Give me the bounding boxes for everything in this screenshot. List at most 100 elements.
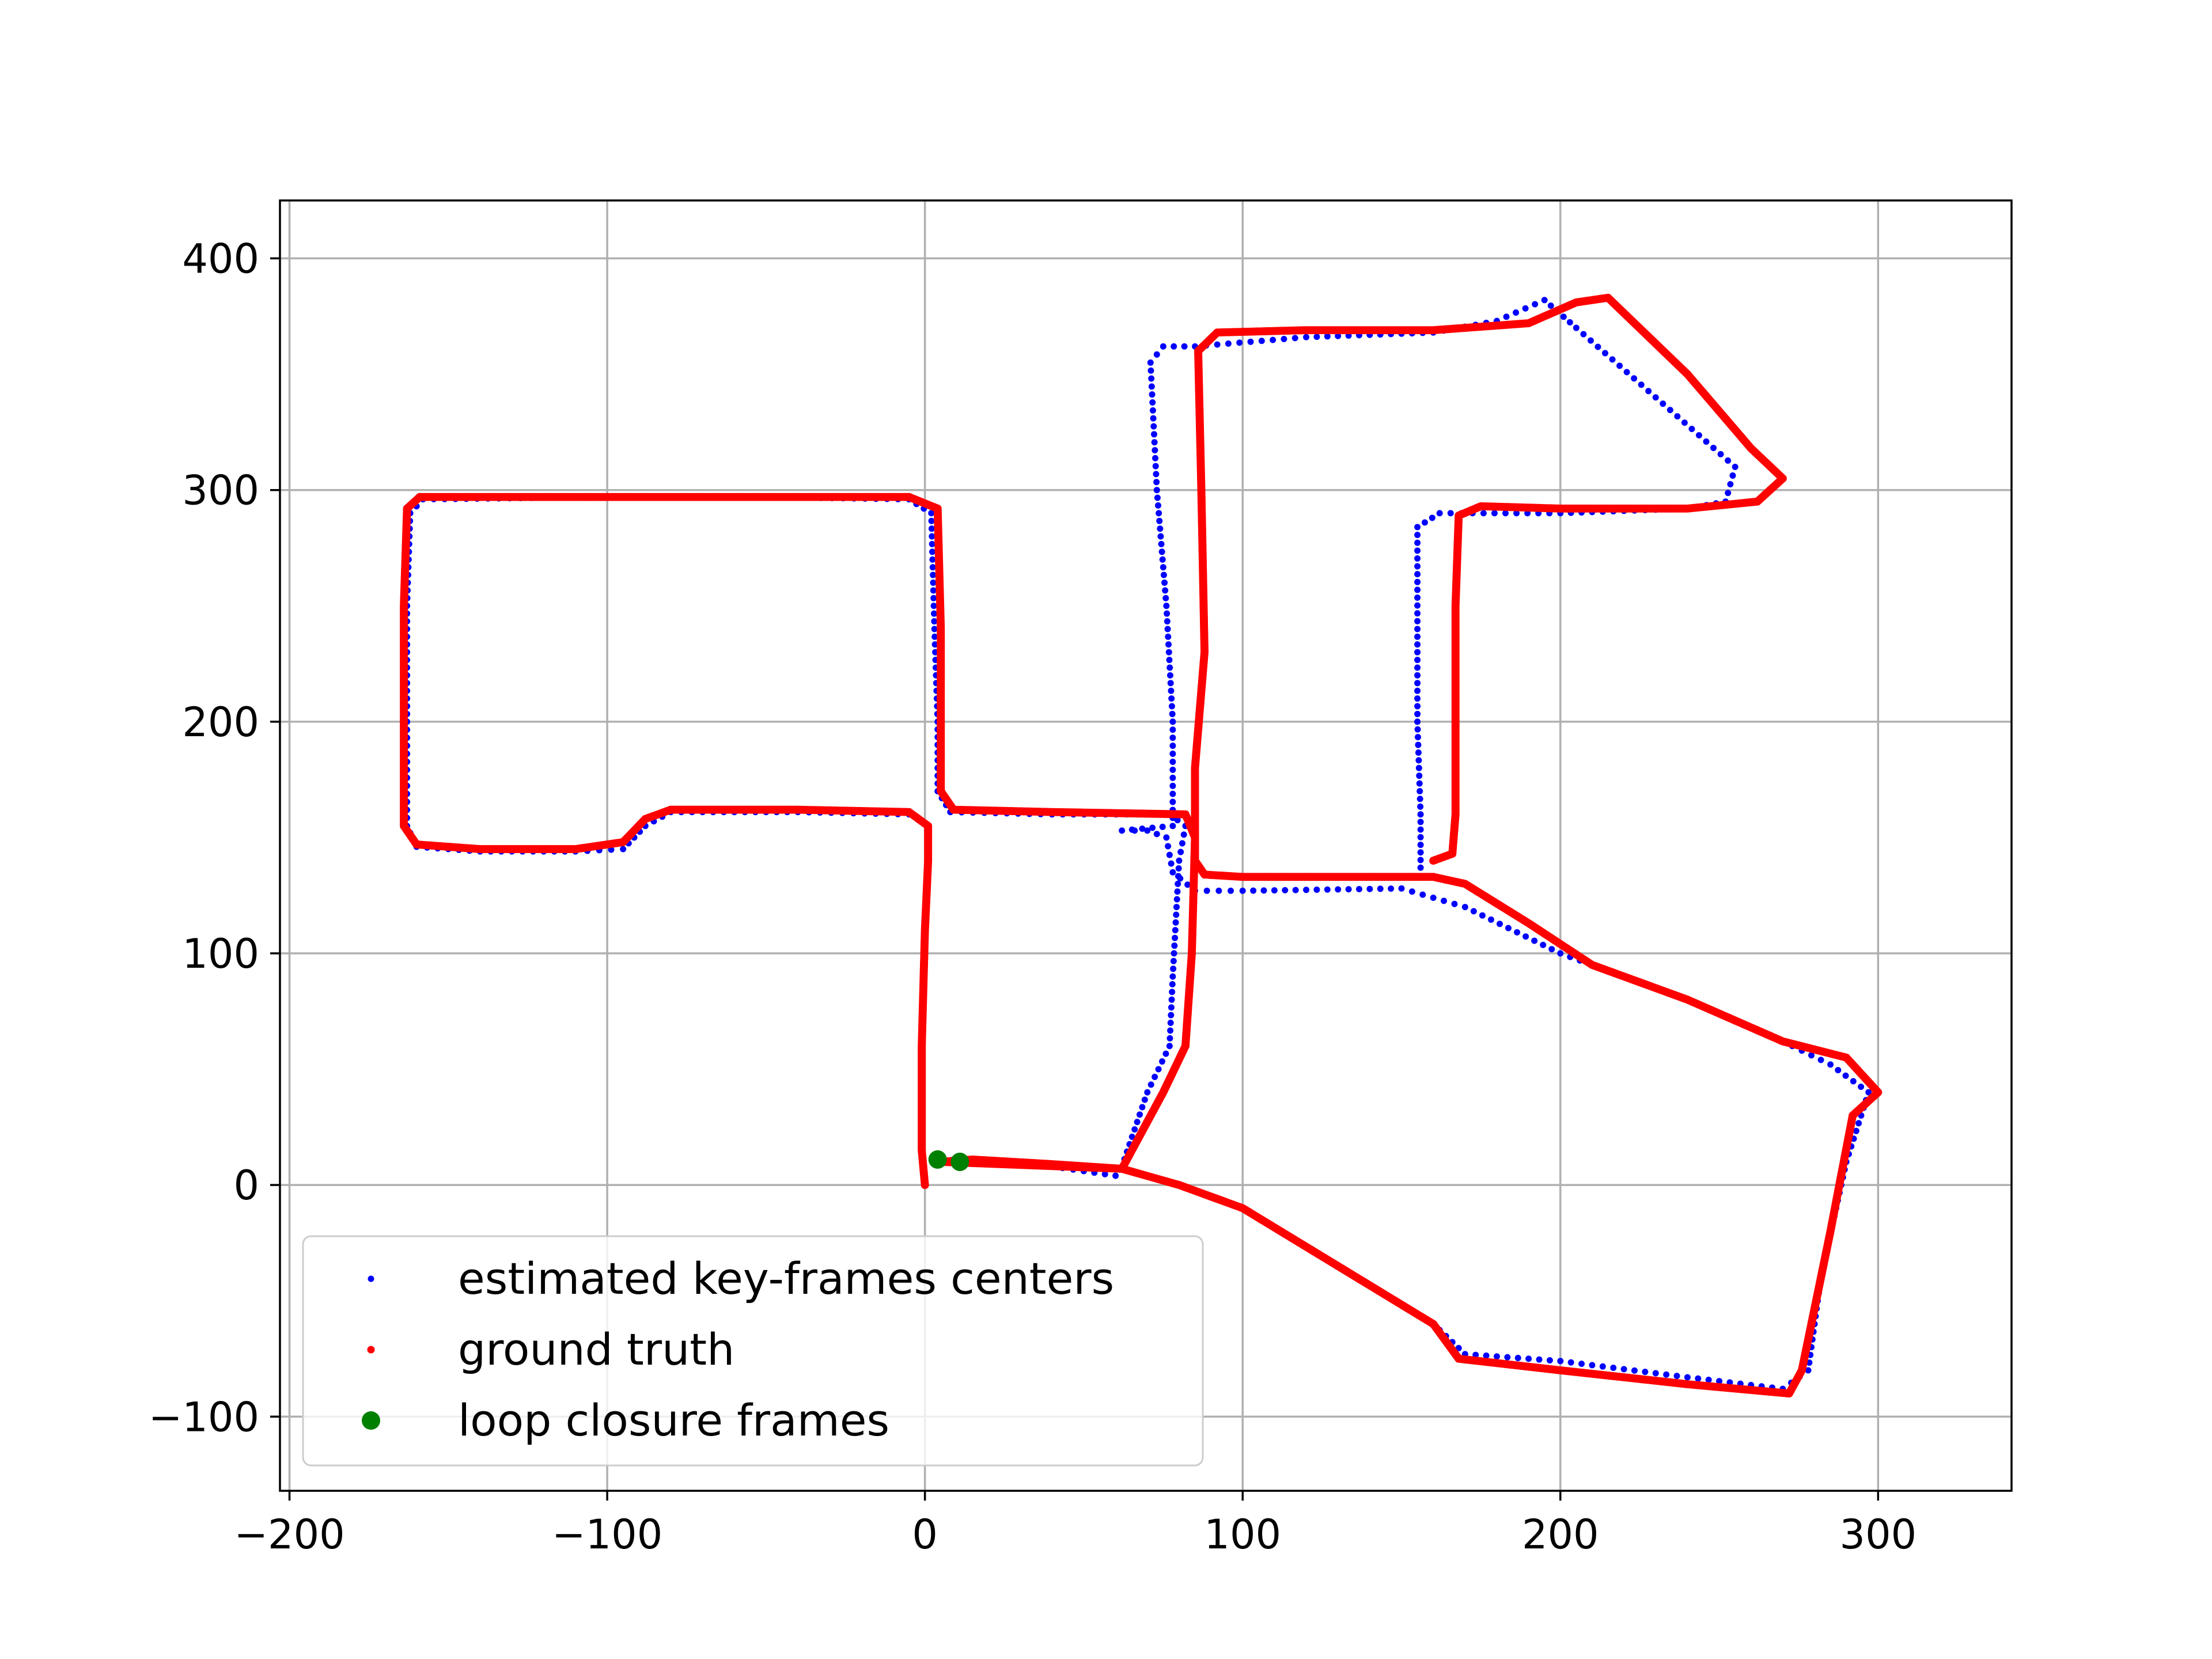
estimated-keyframe-point <box>1710 445 1717 452</box>
y-tick-label: −100 <box>149 1393 259 1441</box>
ground-truth-point <box>1429 857 1438 865</box>
estimated-keyframe-point <box>931 618 938 625</box>
estimated-keyframe-point <box>1177 875 1184 882</box>
estimated-keyframe-point <box>1166 664 1173 671</box>
estimated-keyframe-point <box>1415 764 1422 771</box>
estimated-keyframe-point <box>1171 950 1177 957</box>
estimated-keyframe-point <box>1174 888 1181 895</box>
estimated-keyframe-point <box>1727 481 1734 488</box>
estimated-keyframe-point <box>1414 602 1421 609</box>
estimated-keyframe-point <box>1335 332 1342 339</box>
estimated-keyframe-point <box>1514 1354 1521 1361</box>
estimated-keyframe-point <box>1148 383 1155 390</box>
estimated-keyframe-point <box>1842 1072 1849 1079</box>
estimated-keyframe-point <box>928 525 935 532</box>
estimated-keyframe-point <box>1578 1360 1585 1367</box>
estimated-keyframe-point <box>1827 1061 1834 1068</box>
estimated-keyframe-point <box>1414 563 1421 570</box>
estimated-keyframe-point <box>1573 324 1580 331</box>
estimated-keyframe-point <box>1158 541 1165 548</box>
estimated-keyframe-point <box>1480 510 1487 517</box>
estimated-keyframe-point <box>1162 587 1169 594</box>
estimated-keyframe-point <box>1173 904 1180 911</box>
estimated-keyframe-point <box>1119 827 1126 834</box>
estimated-keyframe-point <box>1137 1111 1143 1118</box>
estimated-keyframe-point <box>1414 672 1421 679</box>
estimated-keyframe-point <box>1502 510 1509 517</box>
estimated-keyframe-point <box>1417 849 1424 856</box>
estimated-keyframe-point <box>1168 1004 1175 1011</box>
estimated-keyframe-point <box>930 579 937 586</box>
estimated-keyframe-point <box>1313 334 1320 340</box>
estimated-keyframe-point <box>1164 618 1171 625</box>
estimated-keyframe-point <box>931 641 938 648</box>
estimated-keyframe-point <box>1247 338 1254 345</box>
estimated-keyframe-point <box>1169 766 1176 773</box>
estimated-keyframe-point <box>1548 946 1555 953</box>
estimated-keyframe-point <box>1184 881 1191 888</box>
estimated-keyframe-point <box>1805 1367 1812 1374</box>
estimated-keyframe-point <box>1414 524 1421 531</box>
estimated-keyframe-point <box>1504 1354 1511 1361</box>
estimated-keyframe-point <box>928 517 935 524</box>
estimated-keyframe-point <box>1162 1050 1169 1057</box>
estimated-keyframe-point <box>1170 957 1177 964</box>
estimated-keyframe-point <box>1313 887 1320 893</box>
estimated-keyframe-point <box>1567 1359 1574 1366</box>
legend-label-loop-closure: loop closure frames <box>458 1395 889 1446</box>
estimated-keyframe-point <box>1160 343 1166 350</box>
estimated-keyframe-point <box>1566 319 1573 326</box>
legend-marker-estimated <box>368 1275 374 1282</box>
estimated-keyframe-point <box>1150 423 1157 430</box>
estimated-keyframe-point <box>1415 741 1422 748</box>
estimated-keyframe-point <box>1631 375 1638 382</box>
estimated-keyframe-point <box>1168 687 1175 694</box>
estimated-keyframe-point <box>1620 1366 1627 1373</box>
estimated-keyframe-point <box>620 846 627 853</box>
estimated-keyframe-point <box>1377 885 1384 892</box>
estimated-keyframe-point <box>1642 1369 1649 1376</box>
estimated-keyframe-point <box>1170 965 1177 972</box>
estimated-keyframe-point <box>931 633 938 640</box>
estimated-keyframe-point <box>1149 824 1156 831</box>
estimated-keyframe-point <box>1808 1052 1815 1059</box>
estimated-keyframe-point <box>1408 888 1415 895</box>
estimated-keyframe-point <box>1155 502 1162 509</box>
estimated-keyframe-point <box>1587 337 1594 344</box>
estimated-keyframe-point <box>1128 826 1135 833</box>
estimated-keyframe-point <box>1414 710 1421 717</box>
estimated-keyframe-point <box>1417 857 1424 863</box>
estimated-keyframe-point <box>1149 407 1156 414</box>
estimated-keyframe-point <box>928 510 935 517</box>
estimated-keyframe-point <box>1557 950 1564 957</box>
estimated-keyframe-point <box>1631 1367 1638 1374</box>
estimated-keyframe-point <box>930 571 937 578</box>
estimated-keyframe-point <box>1414 664 1421 671</box>
estimated-keyframe-point <box>1239 887 1246 894</box>
estimated-keyframe-point <box>1139 825 1146 832</box>
estimated-keyframe-point <box>1638 381 1645 388</box>
estimated-keyframe-point <box>1536 1356 1543 1363</box>
estimated-keyframe-point <box>1169 774 1176 781</box>
estimated-keyframe-point <box>1169 988 1176 995</box>
estimated-keyframe-point <box>1174 817 1181 824</box>
estimated-keyframe-point <box>1547 302 1554 309</box>
estimated-keyframe-point <box>1164 626 1171 632</box>
estimated-keyframe-point <box>1557 1358 1564 1365</box>
estimated-keyframe-point <box>1560 313 1567 320</box>
estimated-keyframe-point <box>1141 1096 1148 1103</box>
estimated-keyframe-point <box>1167 1020 1174 1027</box>
estimated-keyframe-point <box>1152 454 1159 461</box>
estimated-keyframe-point <box>1324 886 1331 893</box>
estimated-keyframe-point <box>1172 919 1179 926</box>
estimated-keyframe-point <box>1525 1355 1532 1362</box>
estimated-keyframe-point <box>1414 726 1421 733</box>
estimated-keyframe-point <box>1157 525 1164 532</box>
estimated-keyframe-point <box>929 541 935 548</box>
estimated-keyframe-point <box>1152 463 1159 469</box>
estimated-keyframe-point <box>1532 301 1539 308</box>
estimated-keyframe-point <box>1589 1362 1596 1369</box>
estimated-keyframe-point <box>1169 790 1176 797</box>
estimated-keyframe-point <box>1414 594 1421 601</box>
estimated-keyframe-point <box>1414 610 1421 617</box>
